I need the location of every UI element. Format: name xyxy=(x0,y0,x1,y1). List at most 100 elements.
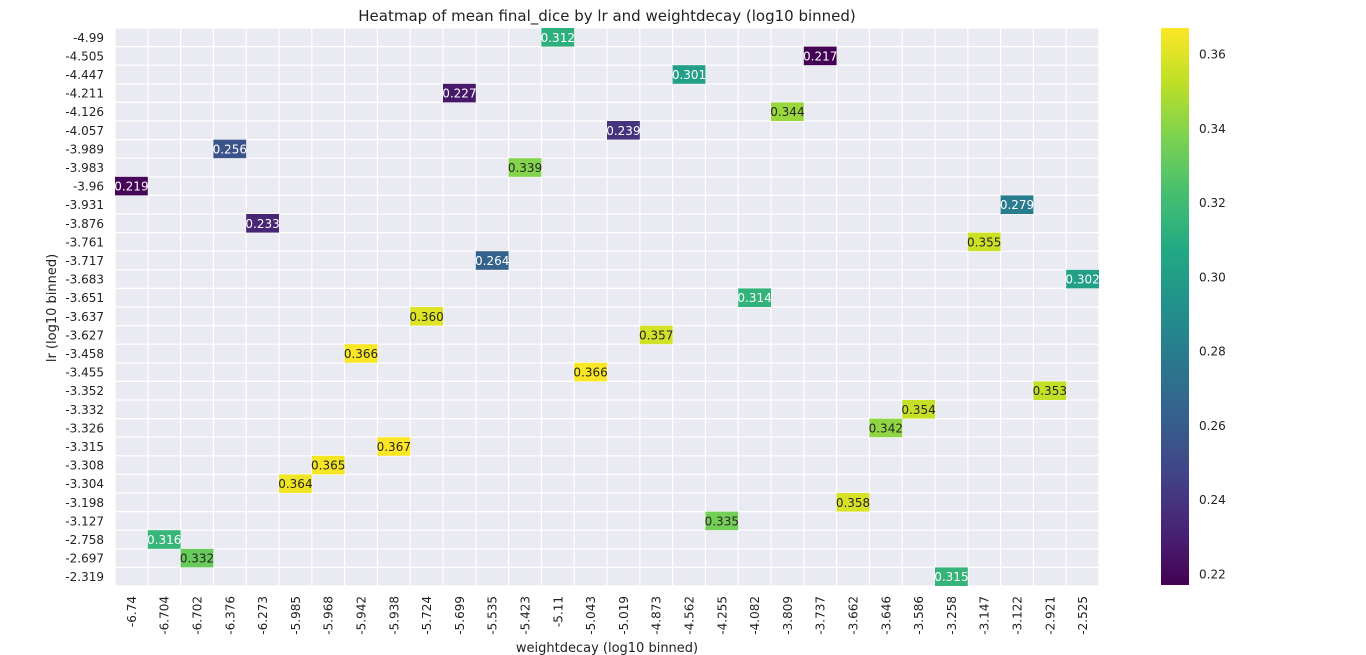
colorbar-tick-label: 0.34 xyxy=(1199,122,1226,136)
x-axis-ticks: -6.74 -6.704 -6.702 -6.376 -6.273 -5.985 -5.96… xyxy=(125,596,1090,635)
y-tick-label: -3.332 xyxy=(65,403,104,417)
x-tick-label: -2.921 xyxy=(1043,596,1057,635)
x-tick-label: -6.376 xyxy=(223,596,237,635)
heatmap-cell xyxy=(115,176,148,196)
x-tick-label: -3.662 xyxy=(847,596,861,635)
cell-value-label: 0.357 xyxy=(639,328,673,342)
colorbar-tick-label: 0.30 xyxy=(1199,270,1226,284)
colorbar-tick-label: 0.36 xyxy=(1199,47,1226,61)
heatmap-cell xyxy=(738,288,771,307)
y-tick-label: -3.637 xyxy=(65,310,104,324)
cell-value-label: 0.279 xyxy=(1000,198,1034,212)
y-axis-ticks: -4.99 -4.505 -4.447 -4.211 -4.126 -4.057 -3.98… xyxy=(65,31,104,584)
x-tick-label: -5.699 xyxy=(453,596,467,635)
y-tick-label: -3.876 xyxy=(65,217,104,231)
y-tick-label: -3.458 xyxy=(65,347,104,361)
cell-value-label: 0.315 xyxy=(934,570,968,584)
y-tick-label: -3.315 xyxy=(65,440,104,454)
cell-value-label: 0.256 xyxy=(213,142,247,156)
y-tick-label: -4.126 xyxy=(65,105,104,119)
x-tick-label: -5.938 xyxy=(387,596,401,635)
cell-value-label: 0.264 xyxy=(475,254,509,268)
x-tick-label: -5.019 xyxy=(617,596,631,635)
y-tick-label: -3.308 xyxy=(65,459,104,473)
y-tick-label: -3.989 xyxy=(65,142,104,156)
heatmap-cell xyxy=(869,418,903,438)
x-axis-label: weightdecay (log10 binned) xyxy=(516,641,698,655)
heatmap-cell xyxy=(410,307,443,326)
heatmap-cell xyxy=(705,511,739,531)
y-tick-label: -4.211 xyxy=(65,87,104,101)
heatmap-cell xyxy=(967,232,1001,252)
heatmap-cell xyxy=(836,493,870,512)
x-tick-label: -6.704 xyxy=(158,596,172,635)
heatmap-cell xyxy=(902,400,935,419)
heatmap-cell xyxy=(1033,381,1067,400)
x-tick-label: -5.11 xyxy=(551,596,565,627)
heatmap-cell xyxy=(246,214,279,233)
cell-value-label: 0.314 xyxy=(737,291,771,305)
x-tick-label: -2.525 xyxy=(1076,596,1090,635)
heatmap-cell xyxy=(147,530,181,549)
x-tick-label: -3.646 xyxy=(879,596,893,635)
cell-value-label: 0.353 xyxy=(1033,384,1067,398)
y-tick-label: -3.304 xyxy=(65,477,104,491)
colorbar: 0.22 0.24 0.26 0.28 0.30 0.32 0.34 0.36 xyxy=(1161,28,1226,585)
heatmap-cell xyxy=(180,548,214,568)
cell-value-label: 0.354 xyxy=(901,403,935,417)
y-tick-label: -4.99 xyxy=(73,31,104,45)
x-tick-label: -3.122 xyxy=(1011,596,1025,635)
x-tick-label: -5.535 xyxy=(486,596,500,635)
colorbar-tick-label: 0.24 xyxy=(1199,493,1226,507)
cell-value-label: 0.301 xyxy=(672,68,706,82)
cell-value-label: 0.219 xyxy=(114,180,148,194)
y-tick-label: -3.127 xyxy=(65,514,104,528)
cell-value-label: 0.316 xyxy=(147,533,181,547)
x-tick-label: -5.968 xyxy=(322,596,336,635)
x-tick-label: -4.082 xyxy=(748,596,762,635)
heatmap-cell xyxy=(344,344,378,363)
y-tick-label: -3.931 xyxy=(65,198,104,212)
cell-value-label: 0.344 xyxy=(770,105,804,119)
y-tick-label: -2.697 xyxy=(65,552,104,566)
cell-value-label: 0.339 xyxy=(508,161,542,175)
heatmap-cell xyxy=(311,455,345,475)
heatmap-cell xyxy=(541,28,575,47)
x-tick-label: -3.586 xyxy=(912,596,926,635)
heatmap-cell xyxy=(1000,195,1034,214)
x-tick-label: -4.255 xyxy=(715,596,729,635)
y-tick-label: -2.319 xyxy=(65,570,104,584)
heatmap-cell xyxy=(508,158,542,177)
y-tick-label: -3.96 xyxy=(73,180,104,194)
cell-value-label: 0.312 xyxy=(541,31,575,45)
chart-title: Heatmap of mean final_dice by lr and wei… xyxy=(358,7,856,26)
cell-value-label: 0.332 xyxy=(180,552,214,566)
y-tick-label: -3.326 xyxy=(65,421,104,435)
y-tick-label: -3.198 xyxy=(65,496,104,510)
y-axis-label: lr (log10 binned) xyxy=(45,254,60,362)
heatmap-cell xyxy=(607,121,640,140)
heatmap-cell xyxy=(771,102,804,121)
heatmap-cell xyxy=(279,474,312,493)
cell-value-label: 0.233 xyxy=(245,217,279,231)
y-tick-label: -3.761 xyxy=(65,235,104,249)
heatmap-cell xyxy=(574,362,607,382)
y-tick-label: -3.627 xyxy=(65,328,104,342)
y-tick-label: -3.683 xyxy=(65,273,104,287)
x-tick-label: -4.562 xyxy=(683,596,697,635)
cell-value-label: 0.335 xyxy=(705,514,739,528)
y-tick-label: -4.447 xyxy=(65,68,104,82)
colorbar-tick-label: 0.22 xyxy=(1199,567,1226,581)
x-tick-label: -5.043 xyxy=(584,596,598,635)
heatmap-cell xyxy=(213,139,247,159)
y-tick-label: -3.455 xyxy=(65,366,104,380)
cell-value-label: 0.239 xyxy=(606,124,640,138)
heatmap-cell xyxy=(377,437,411,456)
x-tick-label: -6.273 xyxy=(256,596,270,635)
y-tick-label: -3.651 xyxy=(65,291,104,305)
cell-value-label: 0.365 xyxy=(311,459,345,473)
x-tick-label: -5.942 xyxy=(355,596,369,635)
cell-value-label: 0.366 xyxy=(344,347,378,361)
colorbar-tick-label: 0.28 xyxy=(1199,345,1226,359)
